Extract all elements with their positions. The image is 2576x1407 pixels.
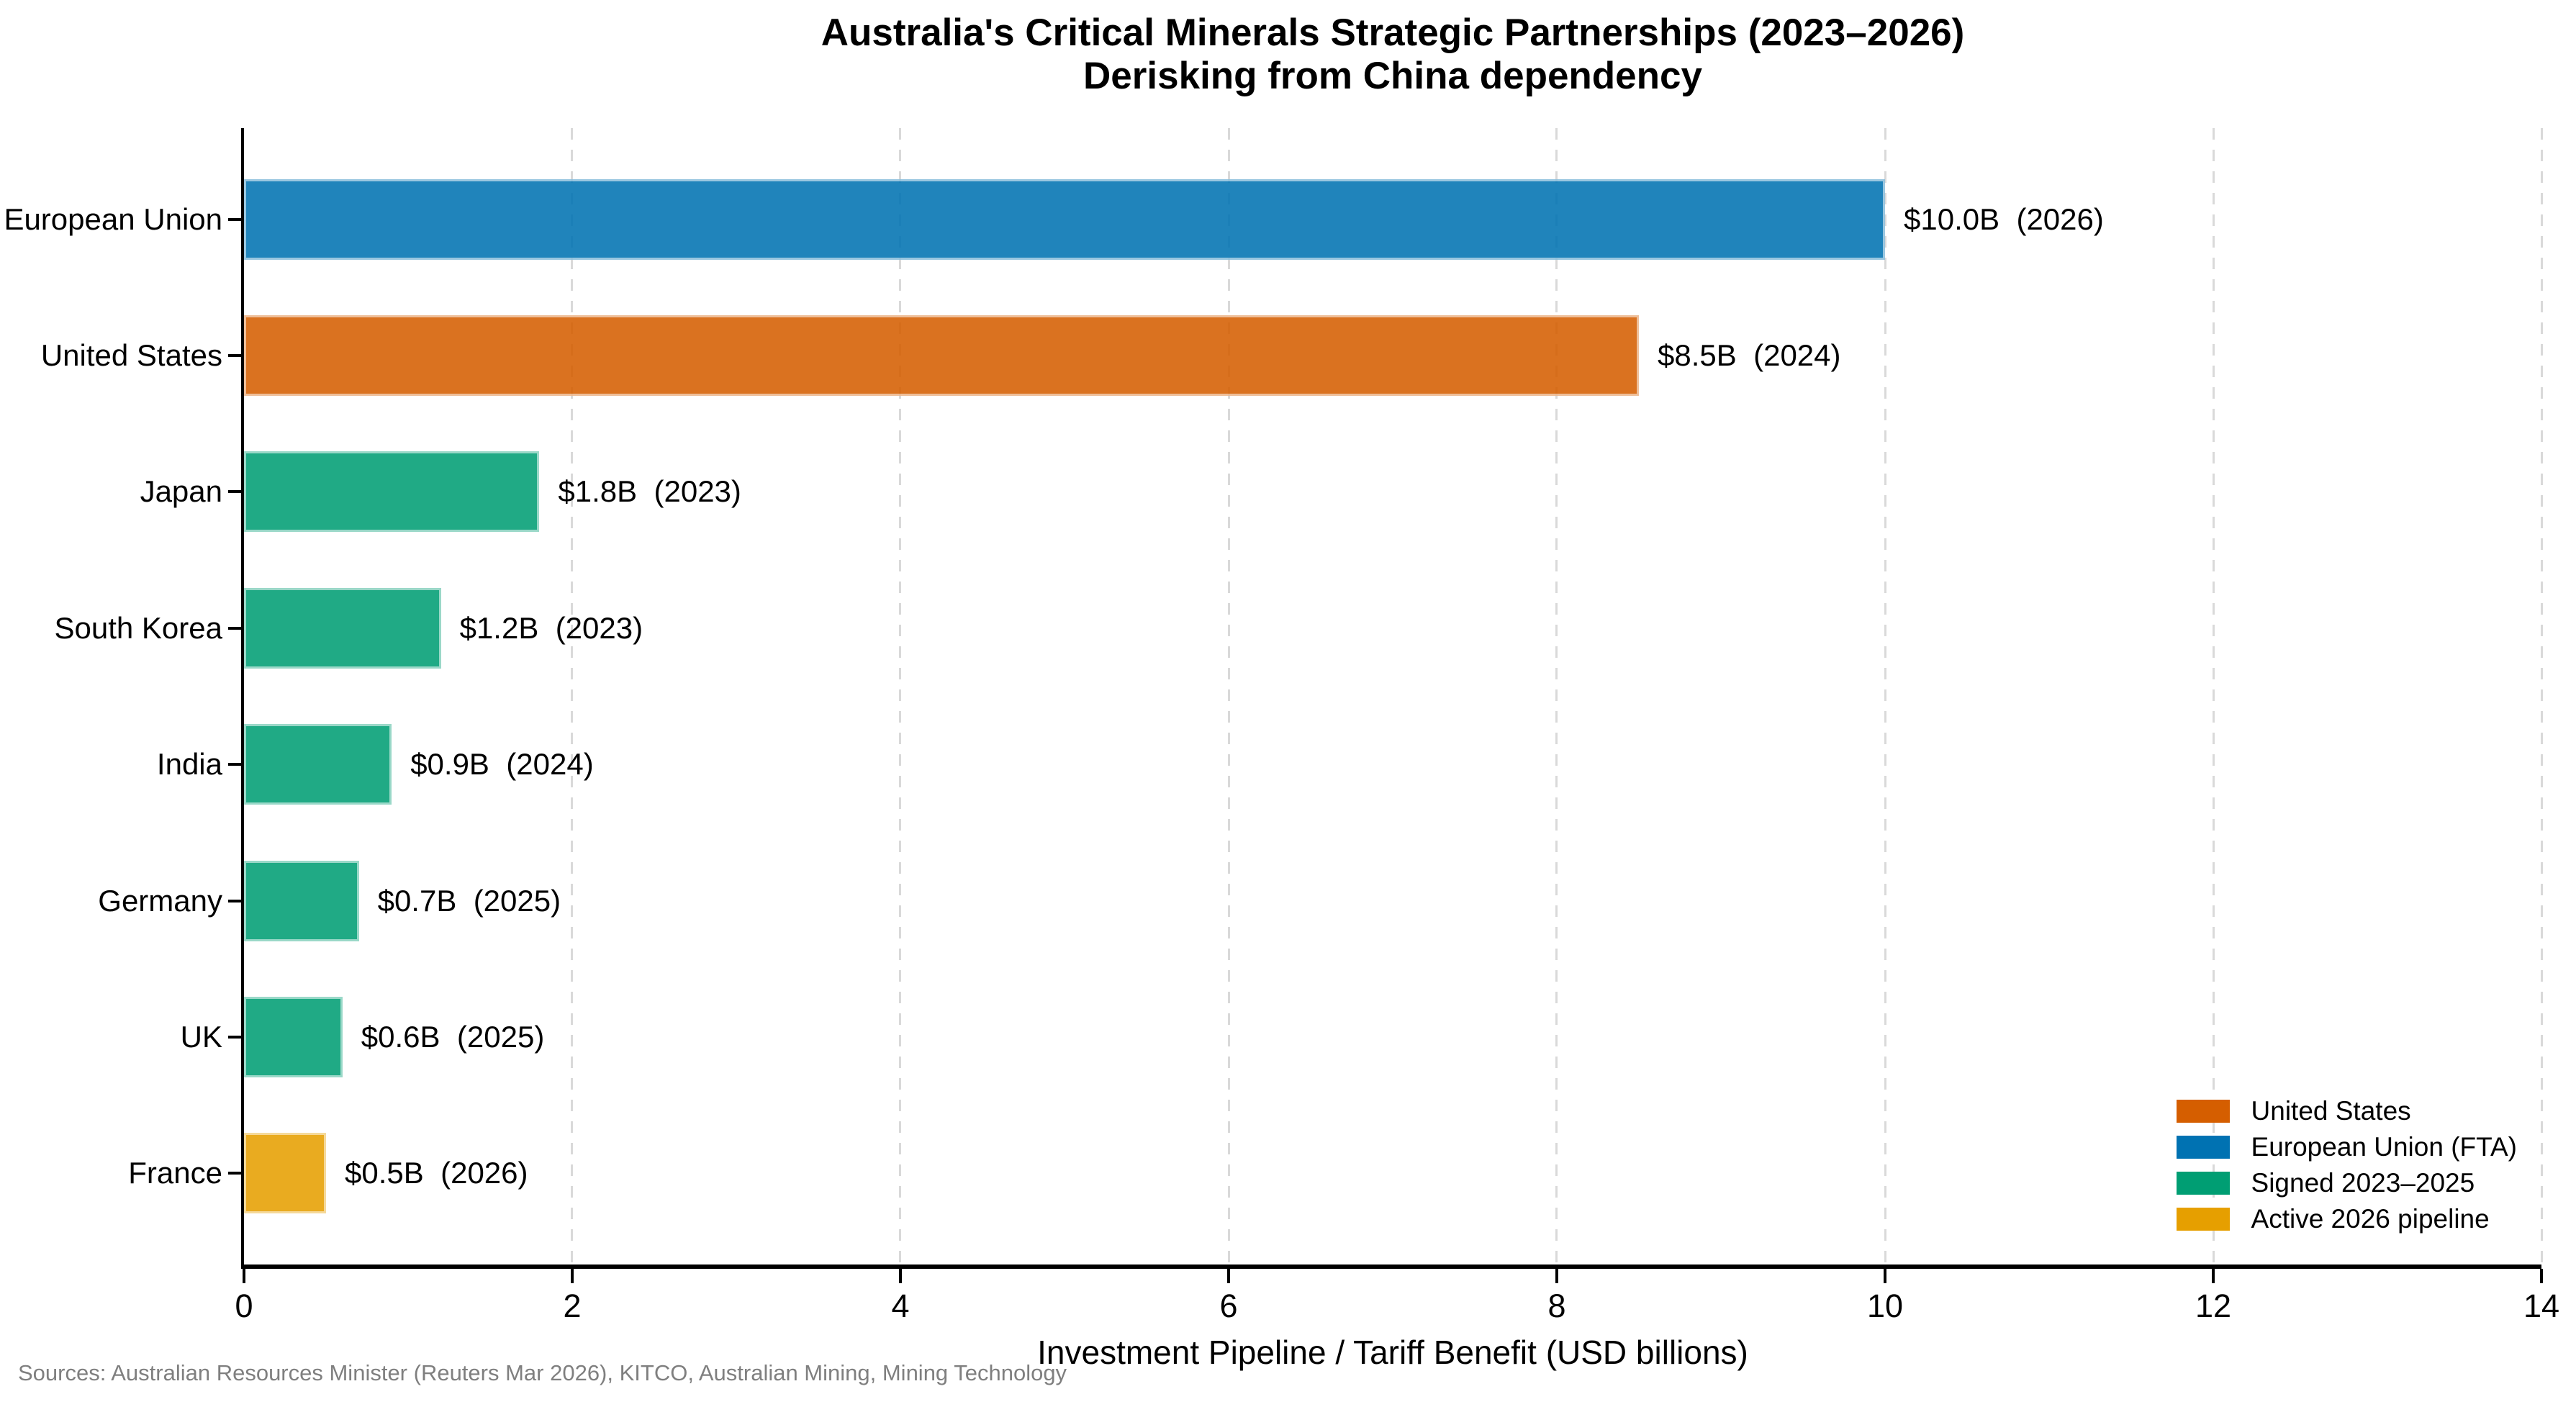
x-tick [1884, 1269, 1886, 1283]
x-tick [899, 1269, 902, 1283]
x-tick [1227, 1269, 1230, 1283]
y-axis-label: Japan [140, 474, 222, 509]
y-tick [228, 763, 241, 766]
y-tick [228, 490, 241, 494]
x-tick-label: 0 [235, 1288, 253, 1324]
plot-area: $10.0B (2026) $8.5B (2024) $1.8B (2023) $1.… [4, 128, 2559, 1324]
x-tick-label: 8 [1547, 1288, 1566, 1324]
legend-label: United States [2251, 1096, 2411, 1126]
x-tick [2212, 1269, 2215, 1283]
gridline-x-4 [899, 128, 902, 1265]
bar-south-korea [244, 587, 441, 669]
y-axis-label: European Union [4, 202, 222, 236]
bar-european-union [244, 178, 1885, 260]
y-tick [228, 626, 241, 630]
bar-japan [244, 451, 540, 533]
x-tick-label: 14 [2523, 1288, 2560, 1324]
bar-value-label: $10.0B (2026) [1904, 202, 2104, 236]
y-axis-label: India [156, 747, 222, 782]
bar-value-label: $0.7B (2025) [377, 883, 561, 918]
gridline-x-10 [1884, 128, 1886, 1265]
gridline-x-8 [1555, 128, 1558, 1265]
chart-title-block: Australia's Critical Minerals Strategic … [244, 12, 2541, 98]
legend-item: United States [2176, 1093, 2517, 1129]
source-note: Sources: Australian Resources Minister (… [18, 1360, 1067, 1385]
x-tick [2540, 1269, 2543, 1283]
gridline-x-12 [2212, 128, 2215, 1265]
bar-germany [244, 860, 359, 941]
legend-swatch [2176, 1136, 2230, 1159]
x-axis-label: Investment Pipeline / Tariff Benefit (US… [1037, 1334, 1748, 1371]
y-tick [228, 1172, 241, 1175]
legend-label: European Union (FTA) [2251, 1132, 2517, 1162]
x-axis-spine [241, 1265, 2541, 1269]
legend-item: Active 2026 pipeline [2176, 1201, 2517, 1237]
gridline-x-2 [571, 128, 574, 1265]
bar-united-states [244, 315, 1639, 397]
bar-uk [244, 996, 343, 1077]
bar-value-label: $0.6B (2025) [361, 1019, 545, 1054]
x-tick-label: 12 [2195, 1288, 2232, 1324]
y-tick [228, 217, 241, 221]
bar-value-label: $0.9B (2024) [410, 747, 594, 782]
chart-subtitle: Derisking from China dependency [1083, 55, 1702, 97]
y-axis-label: United States [40, 338, 222, 373]
legend-swatch [2176, 1172, 2230, 1195]
legend-label: Signed 2023–2025 [2251, 1168, 2475, 1198]
x-tick [1555, 1269, 1558, 1283]
legend-item: European Union (FTA) [2176, 1129, 2517, 1165]
legend-swatch [2176, 1208, 2230, 1231]
x-tick-label: 10 [1866, 1288, 1904, 1324]
legend: United States European Union (FTA) Signed … [2176, 1093, 2517, 1237]
legend-swatch [2176, 1100, 2230, 1123]
y-axis-spine [241, 128, 244, 1269]
legend-label: Active 2026 pipeline [2251, 1204, 2490, 1234]
gridline-x-14 [2540, 128, 2543, 1265]
gridline-x-6 [1227, 128, 1230, 1265]
x-tick [243, 1269, 245, 1283]
y-axis-label: France [128, 1156, 222, 1190]
y-tick [228, 899, 241, 902]
bar-value-label: $8.5B (2024) [1658, 338, 1841, 373]
bar-value-label: $1.8B (2023) [558, 474, 741, 509]
bar-india [244, 724, 392, 805]
x-tick-label: 4 [891, 1288, 910, 1324]
y-tick [228, 1035, 241, 1039]
y-axis-label: Germany [98, 883, 222, 918]
bar-value-label: $1.2B (2023) [459, 610, 643, 645]
x-tick [571, 1269, 574, 1283]
bar-france [244, 1133, 326, 1214]
y-axis-label: UK [180, 1019, 222, 1054]
y-tick [228, 354, 241, 358]
x-tick-label: 6 [1219, 1288, 1238, 1324]
bar-value-label: $0.5B (2026) [345, 1156, 528, 1190]
chart-title: Australia's Critical Minerals Strategic … [821, 12, 1965, 54]
legend-item: Signed 2023–2025 [2176, 1165, 2517, 1201]
y-axis-label: South Korea [54, 610, 222, 645]
x-tick-label: 2 [563, 1288, 582, 1324]
